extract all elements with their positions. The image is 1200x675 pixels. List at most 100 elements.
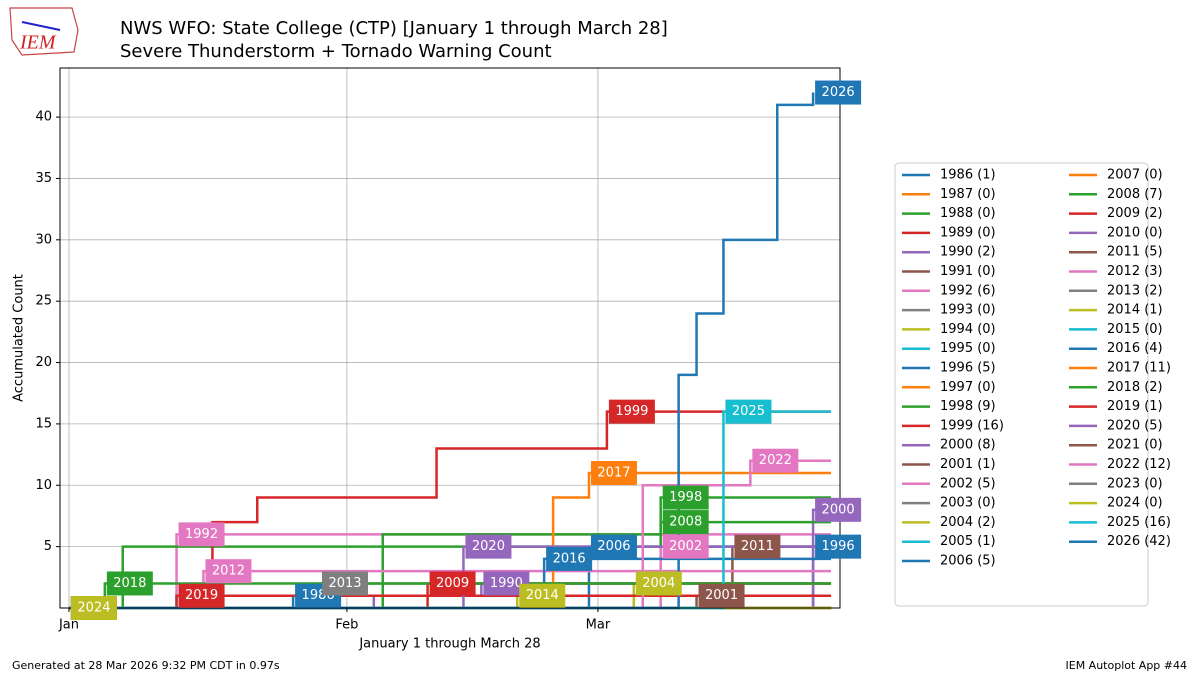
x-tick-label: Feb (335, 618, 358, 633)
legend-label: 2014 (1) (1107, 303, 1163, 318)
line-label-box (519, 583, 566, 608)
legend-label: 2002 (5) (940, 476, 996, 491)
legend-label: 2023 (0) (1107, 476, 1163, 491)
line-label: 2001 (705, 588, 738, 603)
legend-label: 1994 (0) (940, 322, 996, 337)
line-label: 2013 (328, 576, 361, 591)
line-label-box (429, 571, 476, 596)
legend-label: 2025 (16) (1107, 515, 1171, 530)
legend-label: 2011 (5) (1107, 245, 1163, 260)
chart-subtitle: Severe Thunderstorm + Tornado Warning Co… (120, 41, 552, 62)
legend-label: 2001 (1) (940, 457, 996, 472)
line-label: 1990 (490, 576, 523, 591)
legend-label: 2015 (0) (1107, 322, 1163, 337)
y-tick-label: 15 (35, 416, 52, 431)
y-tick-label: 35 (35, 171, 52, 186)
x-axis-label: January 1 through March 28 (358, 637, 540, 652)
legend-label: 1998 (9) (940, 399, 996, 414)
y-tick-label: 40 (35, 110, 52, 125)
chart-title: NWS WFO: State College (CTP) [January 1 … (120, 18, 668, 39)
line-label-box (725, 399, 772, 424)
line-label: 2009 (436, 576, 469, 591)
y-tick-label: 5 (44, 539, 52, 554)
line-label: 2022 (759, 453, 792, 468)
line-label-box (106, 571, 153, 596)
line-label: 2016 (553, 551, 586, 566)
line-label: 2012 (212, 564, 245, 579)
legend-label: 2018 (2) (1107, 380, 1163, 395)
y-axis-label: Accumulated Count (12, 274, 27, 402)
logo-text: IEM (19, 32, 57, 54)
x-tick-label: Mar (586, 618, 611, 633)
axes: 5 10 15 20 25 30 35 40 Jan Feb Mar (35, 110, 610, 633)
line-label: 2020 (472, 539, 505, 554)
legend-label: 1997 (0) (940, 380, 996, 395)
legend-label: 1989 (0) (940, 225, 996, 240)
line-label-box (608, 399, 655, 424)
line-label: 2018 (113, 576, 146, 591)
legend-label: 2008 (7) (1107, 187, 1163, 202)
series-line (68, 92, 815, 610)
x-tick-label: Jan (58, 618, 79, 633)
line-label: 2011 (741, 539, 774, 554)
line-label-box (70, 596, 117, 620)
legend-frame (894, 162, 1149, 607)
line-label: 2006 (597, 539, 630, 554)
legend-label: 2021 (0) (1107, 438, 1163, 453)
line-label-box (662, 534, 709, 559)
line-label: 1992 (185, 527, 218, 542)
legend-label: 2000 (8) (940, 438, 996, 453)
line-label-box (178, 522, 225, 547)
line-label: 2025 (732, 404, 765, 419)
line-label: 2017 (597, 466, 630, 481)
legend-label: 2026 (42) (1107, 534, 1171, 549)
line-label-box (815, 534, 862, 559)
line-label: 1999 (615, 404, 648, 419)
legend-label: 1988 (0) (940, 206, 996, 221)
legend-label: 2009 (2) (1107, 206, 1163, 221)
legend-label: 1990 (2) (940, 245, 996, 260)
line-label-box (815, 80, 862, 105)
legend-label: 2005 (1) (940, 534, 996, 549)
line-label-box (698, 583, 745, 608)
line-label: 2004 (642, 576, 675, 591)
line-label-box (752, 448, 799, 473)
legend-label: 2010 (0) (1107, 225, 1163, 240)
line-label-box (590, 461, 637, 485)
line-label: 2002 (669, 539, 702, 554)
legend-label: 2012 (3) (1107, 264, 1163, 279)
legend-label: 2006 (5) (940, 554, 996, 569)
footer-left: Generated at 28 Mar 2026 9:32 PM CDT in … (12, 659, 280, 672)
legend-label: 1996 (5) (940, 361, 996, 376)
legend-label: 2019 (1) (1107, 399, 1163, 414)
legend-label: 2003 (0) (940, 496, 996, 511)
plot-frame (59, 67, 841, 609)
legend-label: 1999 (16) (940, 418, 1004, 433)
line-label: 2008 (669, 515, 702, 530)
line-label-box (662, 485, 709, 510)
line-label-box (662, 510, 709, 535)
line-labels: 1986198719881989199019911992199319941995… (70, 80, 862, 620)
line-label-box (815, 497, 862, 522)
legend-label: 1995 (0) (940, 341, 996, 356)
line-label: 2014 (526, 588, 559, 603)
line-label-box (546, 546, 593, 571)
legend-label: 1986 (1) (940, 168, 996, 183)
line-label-box (205, 559, 252, 584)
line-label: 2000 (822, 502, 855, 517)
legend-label: 1987 (0) (940, 187, 996, 202)
y-tick-label: 30 (35, 232, 52, 247)
line-label-box (178, 583, 225, 608)
legend-label: 2024 (0) (1107, 496, 1163, 511)
line-label: 1996 (822, 539, 855, 554)
logo-outline (9, 7, 79, 56)
legend-label: 2007 (0) (1107, 168, 1163, 183)
legend-label: 2017 (11) (1107, 361, 1171, 376)
legend-label: 2016 (4) (1107, 341, 1163, 356)
footer-right: IEM Autoplot App #44 (1066, 659, 1188, 672)
legend-label: 1993 (0) (940, 303, 996, 318)
line-label-box (635, 571, 682, 596)
legend-label: 1991 (0) (940, 264, 996, 279)
grid (60, 68, 840, 608)
legend-label: 2013 (2) (1107, 283, 1163, 298)
